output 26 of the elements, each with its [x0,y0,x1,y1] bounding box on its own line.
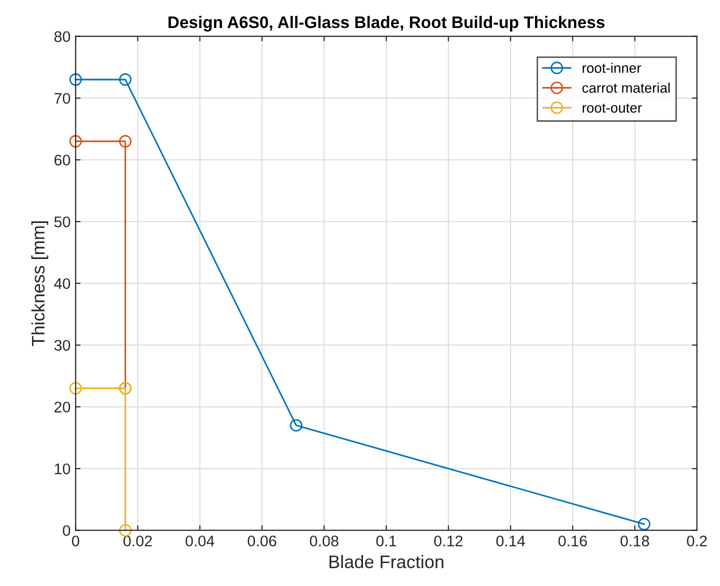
x-axis-title: Blade Fraction [330,554,444,568]
y-tick-label: 20 [54,402,70,413]
y-tick-label: 10 [54,463,70,474]
legend-label: root-outer [582,104,642,113]
y-tick-label: 30 [54,340,70,351]
x-tick-label: 0.12 [434,536,463,546]
x-tick-label: 0.2 [686,536,707,546]
legend-label: root-inner [582,62,642,73]
x-tick-label: 0.08 [310,536,338,546]
x-tick-label: 0.06 [248,536,276,546]
chart-title: Design A6S0, All-Glass Blade, Root Build-up Thickness [168,16,604,32]
x-tick-label: 0.04 [186,536,214,546]
x-tick-label: 0.18 [620,536,650,546]
x-tick-label: 0.02 [123,536,152,546]
y-tick-label: 0 [62,525,70,536]
x-tick-label: 0.1 [376,536,396,546]
x-tick-label: 0.16 [558,536,587,546]
y-tick-label: 70 [54,92,70,104]
y-tick-label: 40 [54,278,70,290]
x-tick-label: 0 [72,536,80,546]
y-tick-label: 80 [54,31,70,42]
y-axis-title: Thickness [mm] [31,221,48,346]
y-tick-label: 50 [54,216,70,228]
y-tick-label: 60 [54,154,70,166]
x-tick-label: 0.14 [496,536,525,546]
legend-label: carrot material [582,82,670,93]
